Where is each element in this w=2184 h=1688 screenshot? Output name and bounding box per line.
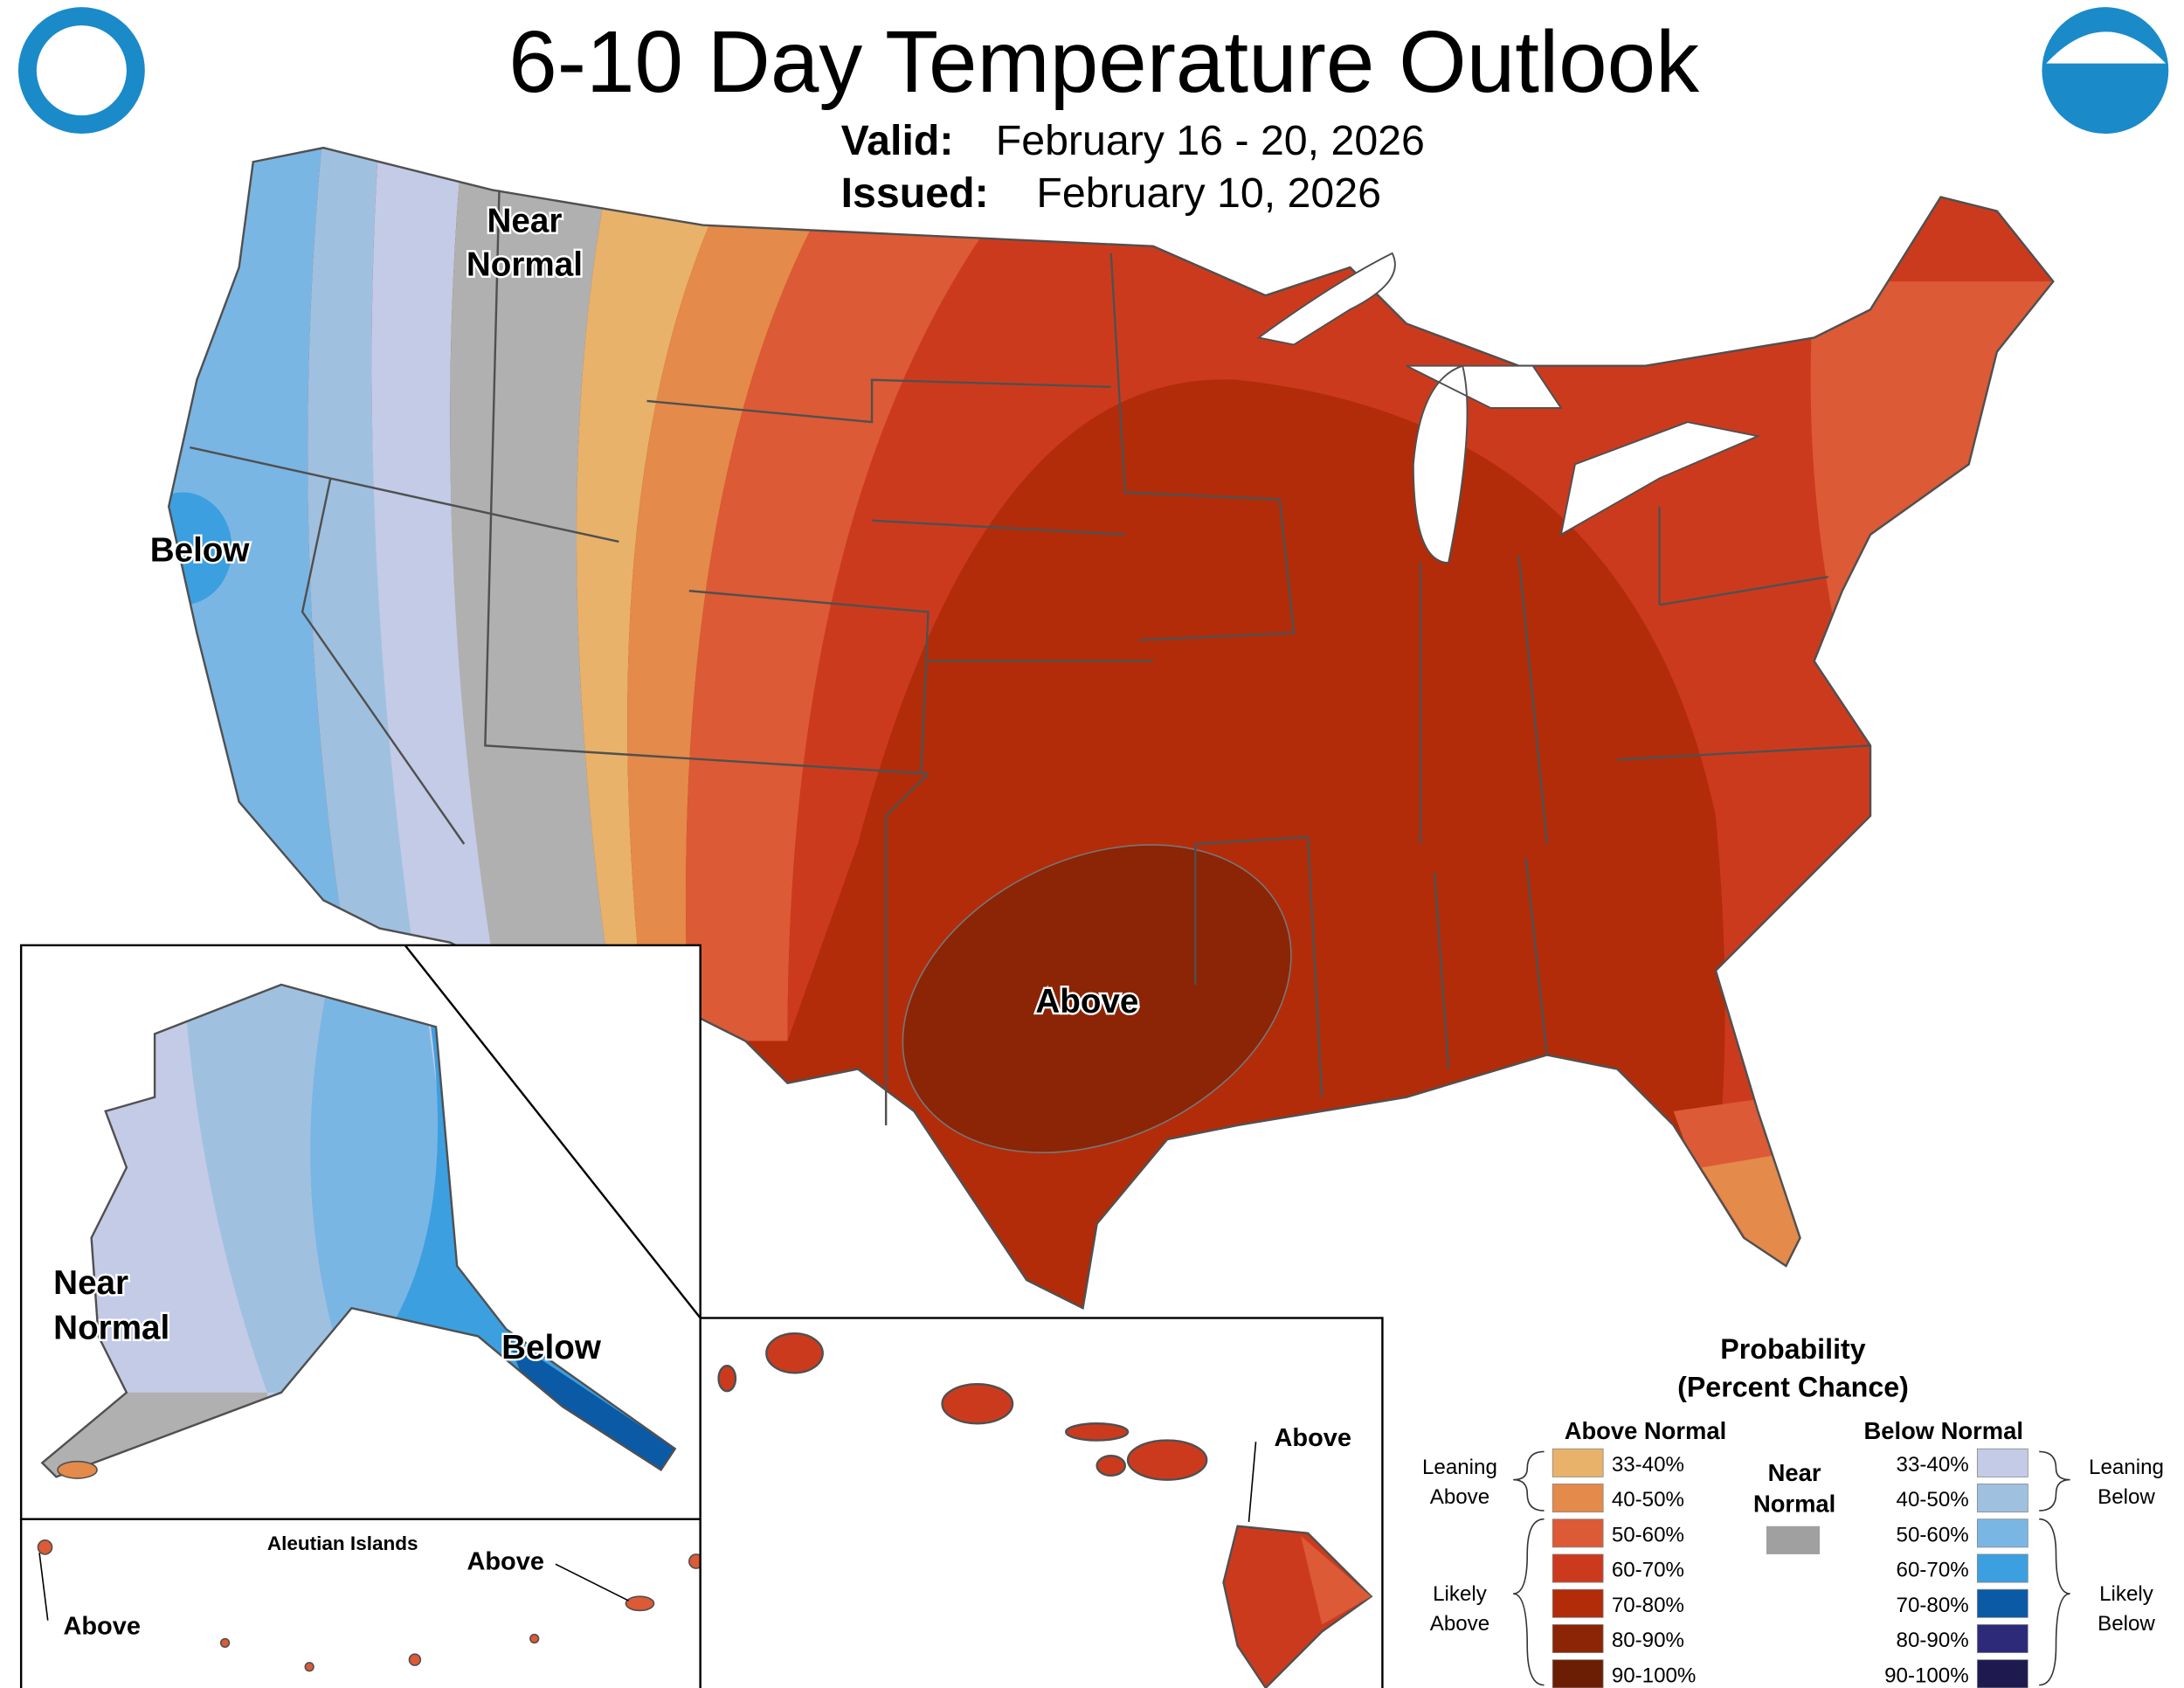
inset-connector [404,944,702,1319]
label-line: Normal [53,1310,169,1347]
aleutian-islands [37,1539,704,1672]
label-line: Likely [1433,1582,1488,1606]
legend-label: 60-70% [1612,1559,1684,1582]
label-line: Below [2098,1612,2155,1636]
legend-label: 90-100% [1612,1664,1697,1687]
legend-swatch [1552,1519,1604,1548]
legend-label: 40-50% [1612,1488,1684,1512]
label-line: Below [2098,1485,2155,1509]
legend-heading: Below Normal [1864,1417,2023,1444]
label-line: Above [1035,983,1138,1020]
legend-label: 80-90% [1612,1629,1684,1652]
valid-label: Valid: [841,117,954,164]
title: 6-10 Day Temperature Outlook [508,14,1700,111]
legend-label: 70-80% [1612,1594,1684,1617]
great-lakes [1256,252,1761,564]
label-line: Normal [467,246,583,284]
legend-label: 50-60% [1612,1523,1684,1546]
label-line: Below [501,1329,602,1366]
legend-swatch [1552,1659,1604,1688]
hawaii-band [1301,1536,1372,1625]
pointer [1248,1442,1257,1522]
labels-and-legend: Near Normal Below Above Near Normal Below Proba… [52,200,2164,1688]
label-line: Likely [2099,1582,2154,1606]
legend-swatch [1766,1525,1821,1554]
legend-swatch [1976,1588,2028,1618]
legend-swatch [1976,1448,2028,1477]
legend-swatch [1976,1553,2028,1583]
label-line: Normal [1753,1491,1835,1518]
legend-swatch [1976,1624,2028,1654]
legend-swatch [1976,1519,2028,1548]
label-line: Leaning [2089,1456,2164,1479]
issued-value: February 10, 2026 [1036,169,1381,217]
legend-swatch [1976,1659,2028,1688]
pointer [38,1553,49,1621]
legend-swatch [1552,1448,1604,1477]
valid-value: February 16 - 20, 2026 [996,117,1425,164]
commerce-seal [17,7,145,135]
legend-brace [1513,1450,1545,1512]
pointer [555,1563,629,1602]
label-line: Near [1768,1459,1821,1486]
legend-swatch [1552,1553,1604,1583]
legend-swatch [1552,1624,1604,1654]
legend-brace [2039,1450,2070,1512]
legend-label: 90-100% [1884,1664,1969,1687]
aleutian-title: Aleutian Islands [267,1532,418,1554]
alaska-outline [40,983,677,1478]
label-line: Near [53,1264,128,1302]
issued-label: Issued: [841,169,989,217]
label-line: Near [487,203,563,240]
label-line: Below [150,531,251,569]
legend-label: 70-80% [1897,1594,1969,1617]
legend-swatch [1552,1588,1604,1618]
legend-swatch [1552,1484,1604,1513]
legend-label: 40-50% [1897,1488,1969,1512]
label-line: Probability [1720,1333,1865,1365]
state-lines [190,190,1871,1125]
region-label: Above [63,1613,141,1641]
island [57,1460,98,1479]
legend-label: 50-60% [1897,1523,1969,1546]
region-label: Above [1274,1424,1351,1452]
label-line: Above [1430,1485,1489,1509]
label-line: (Percent Chance) [1677,1372,1909,1403]
region-label: Above [467,1548,544,1576]
legend-brace [1512,1518,1545,1686]
label-line: Above [1430,1612,1489,1636]
legend-label: 33-40% [1612,1453,1684,1477]
legend-label: 80-90% [1897,1629,1969,1652]
legend-heading: Above Normal [1565,1417,1726,1444]
legend-brace [2039,1518,2070,1686]
aleutian-inset [19,1518,702,1688]
legend-label: 33-40% [1897,1453,1969,1477]
noaa-logo [2042,7,2169,135]
label-line: Leaning [1422,1456,1497,1479]
legend-label: 60-70% [1897,1559,1969,1582]
legend-swatch [1976,1484,2028,1513]
